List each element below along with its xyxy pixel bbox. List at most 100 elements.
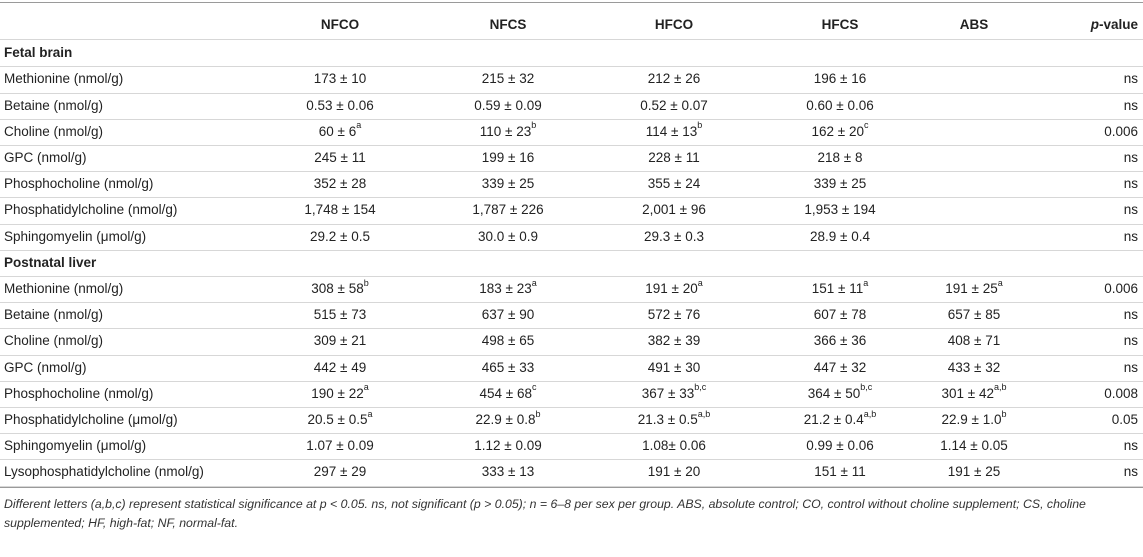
- value-cell: 191 ± 20a: [604, 276, 744, 302]
- cell-value: 0.99 ± 0.06: [806, 438, 874, 454]
- value-cell: 2,001 ± 96: [604, 197, 744, 223]
- value-cell: 408 ± 71: [904, 328, 1044, 354]
- table-row: Betaine (nmol/g) 0.53 ± 0.06 0.59 ± 0.09 0.…: [0, 93, 1143, 119]
- value-cell: 1.08± 0.06: [604, 433, 744, 459]
- significance-superscript: b: [531, 120, 537, 131]
- cell-value: 196 ± 16: [813, 71, 867, 87]
- section-title: Postnatal liver: [4, 254, 97, 270]
- significance-superscript: b: [363, 277, 369, 288]
- cell-value: 352 ± 28: [313, 176, 367, 192]
- value-cell: 29.3 ± 0.3: [604, 224, 744, 250]
- table-row: Methionine (nmol/g) 308 ± 58b 183 ± 23a 191…: [0, 276, 1143, 302]
- row-divider: [0, 223, 1143, 225]
- cell-value: 0.59 ± 0.09: [474, 97, 542, 113]
- value-cell: 0.52 ± 0.07: [604, 93, 744, 119]
- cell-value: 0.53 ± 0.06: [306, 97, 374, 113]
- p-value-cell: 0.006: [1104, 123, 1138, 139]
- cell-value: 28.9 ± 0.4: [810, 228, 870, 244]
- cell-value: 110 ± 23: [479, 123, 532, 139]
- value-cell: 309 ± 21: [270, 328, 410, 354]
- column-header-nfcs: NFCS: [489, 17, 527, 32]
- cell-value: 433 ± 32: [947, 359, 1001, 375]
- value-cell: 1,787 ± 226: [438, 197, 578, 223]
- significance-superscript: b: [1001, 408, 1007, 419]
- table-row: Choline (nmol/g) 309 ± 21 498 ± 65 382 ± 39…: [0, 328, 1143, 354]
- row-divider: [0, 459, 1143, 461]
- cell-value: 498 ± 65: [481, 333, 535, 349]
- value-cell: 382 ± 39: [604, 328, 744, 354]
- significance-superscript: a,b: [863, 408, 877, 419]
- cell-value: 0.60 ± 0.06: [806, 97, 874, 113]
- value-cell: 297 ± 29: [270, 459, 410, 485]
- table-row: Phosphocholine (nmol/g) 190 ± 22a 454 ± 68…: [0, 381, 1143, 407]
- table-row: Methionine (nmol/g) 173 ± 10 215 ± 32 212 ±…: [0, 66, 1143, 92]
- value-cell: 1.12 ± 0.09: [438, 433, 578, 459]
- table-row: Betaine (nmol/g) 515 ± 73 637 ± 90 572 ± 76…: [0, 302, 1143, 328]
- column-header-hfcs: HFCS: [821, 17, 859, 32]
- row-label: Betaine (nmol/g): [4, 307, 104, 323]
- p-value-cell: ns: [1123, 176, 1138, 192]
- value-cell: 607 ± 78: [770, 302, 910, 328]
- row-label: GPC (nmol/g): [4, 150, 87, 165]
- value-cell: 1.07 ± 0.09: [270, 433, 410, 459]
- value-cell: 1,953 ± 194: [770, 197, 910, 223]
- value-cell: 199 ± 16: [438, 145, 578, 171]
- value-cell: 308 ± 58b: [270, 276, 410, 302]
- cell-value: 29.2 ± 0.5: [310, 228, 370, 244]
- value-cell: 572 ± 76: [604, 302, 744, 328]
- cell-value: 301 ± 42: [941, 385, 994, 401]
- value-cell: 498 ± 65: [438, 328, 578, 354]
- value-cell: 657 ± 85: [904, 302, 1044, 328]
- value-cell: 367 ± 33b,c: [604, 381, 744, 407]
- section-row: Fetal brain: [0, 40, 1143, 66]
- significance-superscript: b: [697, 120, 703, 131]
- cell-value: 190 ± 22: [311, 385, 364, 401]
- row-divider: [0, 276, 1143, 277]
- row-label: Phosphatidylcholine (nmol/g): [4, 202, 178, 218]
- value-cell: 0.53 ± 0.06: [270, 93, 410, 119]
- row-label: Choline (nmol/g): [4, 333, 104, 349]
- cell-value: 297 ± 29: [313, 464, 367, 480]
- value-cell: 447 ± 32: [770, 355, 910, 381]
- significance-superscript: b: [535, 408, 541, 419]
- row-label: Phosphatidylcholine (μmol/g): [4, 412, 178, 427]
- value-cell: 218 ± 8: [770, 145, 910, 171]
- value-cell: 215 ± 32: [438, 66, 578, 92]
- cell-value: 465 ± 33: [481, 359, 535, 375]
- value-cell: 28.9 ± 0.4: [770, 224, 910, 250]
- value-cell: 366 ± 36: [770, 328, 910, 354]
- value-cell: 465 ± 33: [438, 355, 578, 381]
- table-footnote: Different letters (a,b,c) represent stat…: [4, 496, 1086, 530]
- significance-superscript: a: [367, 408, 373, 419]
- cell-value: 22.9 ± 1.0: [941, 412, 1002, 427]
- cell-value: 191 ± 25: [945, 281, 998, 296]
- cell-value: 191 ± 20: [647, 464, 701, 480]
- cell-value: 245 ± 11: [314, 150, 366, 165]
- value-cell: 301 ± 42a,b: [904, 381, 1044, 407]
- table-top-rule: [0, 2, 1143, 3]
- row-divider: [0, 118, 1143, 120]
- significance-superscript: a: [863, 277, 869, 288]
- value-cell: 454 ± 68c: [438, 381, 578, 407]
- cell-value: 199 ± 16: [481, 150, 535, 165]
- value-cell: 21.3 ± 0.5a,b: [604, 407, 744, 433]
- value-cell: 0.99 ± 0.06: [770, 433, 910, 459]
- row-divider: [0, 485, 1143, 487]
- significance-superscript: a: [697, 277, 703, 288]
- value-cell: [904, 66, 1044, 92]
- value-cell: 228 ± 11: [604, 145, 744, 171]
- value-cell: 491 ± 30: [604, 355, 744, 381]
- value-cell: 22.9 ± 0.8b: [438, 407, 578, 433]
- significance-superscript: a,b: [697, 408, 711, 419]
- cell-value: 2,001 ± 96: [642, 202, 706, 218]
- value-cell: 151 ± 11: [770, 459, 910, 485]
- cell-value: 607 ± 78: [813, 307, 867, 323]
- value-cell: 355 ± 24: [604, 171, 744, 197]
- row-label: Choline (nmol/g): [4, 123, 104, 139]
- value-cell: 22.9 ± 1.0b: [904, 407, 1044, 433]
- cell-value: 367 ± 33: [641, 385, 695, 401]
- cell-value: 218 ± 8: [817, 150, 863, 165]
- p-value-cell: ns: [1123, 307, 1138, 323]
- row-label: GPC (nmol/g): [4, 359, 87, 375]
- value-cell: 183 ± 23a: [438, 276, 578, 302]
